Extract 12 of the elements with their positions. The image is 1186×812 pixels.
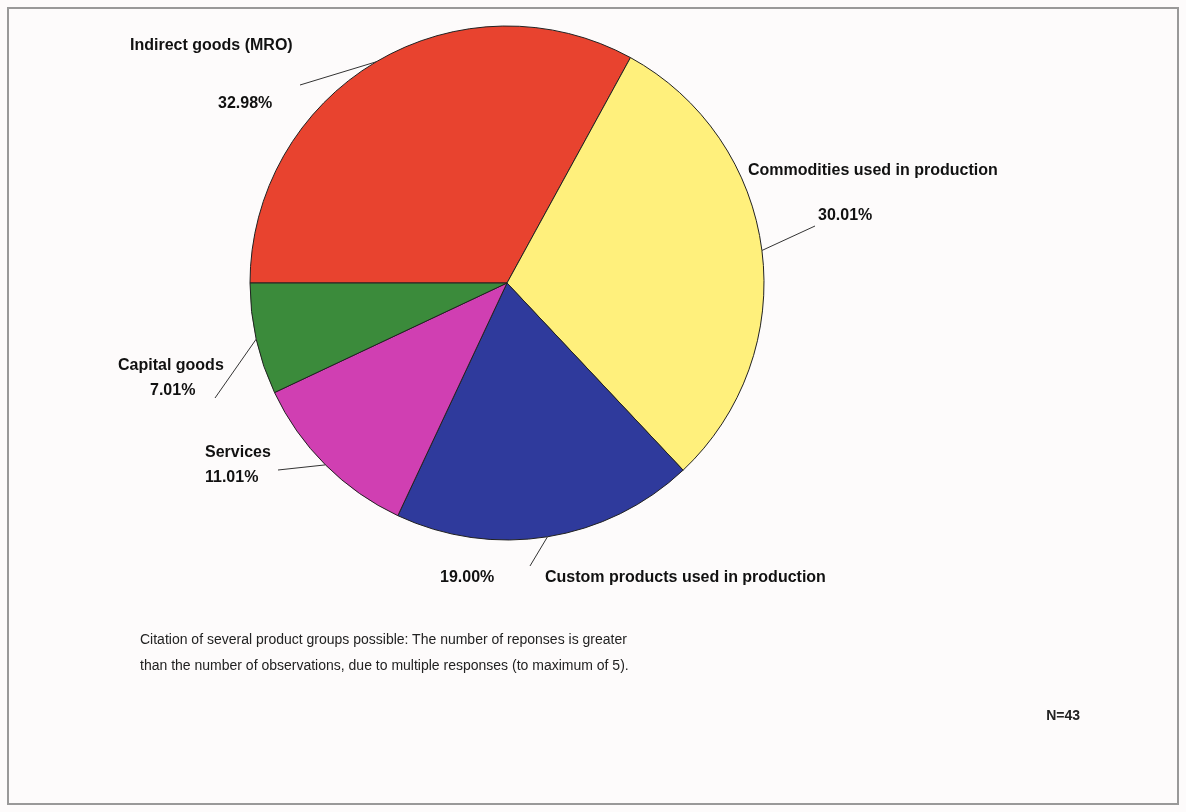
slice-label: Custom products used in production xyxy=(545,568,826,585)
text: N=43 xyxy=(1046,707,1081,723)
data-label: 32.98% xyxy=(218,94,273,111)
data-label: 19.00% xyxy=(440,568,495,585)
slice-label: Services xyxy=(205,443,271,460)
slice-label: Commodities used in production xyxy=(748,161,998,178)
slice-label: Indirect goods (MRO) xyxy=(130,36,293,53)
text: Citation of several product groups possible: The number of reponses is greater than the number of observations, due to multiple responses (to maximum of 5). xyxy=(140,631,629,673)
slice-label: Capital goods xyxy=(118,356,224,373)
data-label: 30.01% xyxy=(818,206,873,223)
data-label: 11.01% xyxy=(205,468,259,485)
data-label: 7.01% xyxy=(150,381,196,398)
